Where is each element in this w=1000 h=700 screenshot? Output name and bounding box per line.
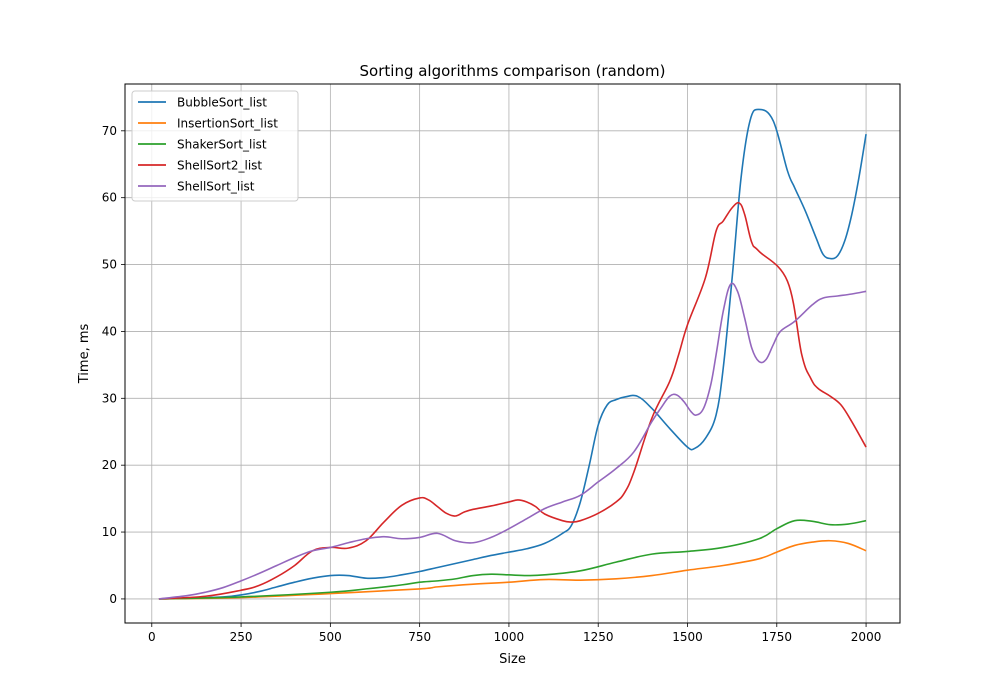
x-tick-label: 250 xyxy=(230,630,253,644)
x-tick-label: 1500 xyxy=(672,630,703,644)
x-axis-label: Size xyxy=(499,652,526,667)
legend-box xyxy=(131,90,299,202)
plot-frame xyxy=(124,83,901,624)
ticks: 0 250 500 750 1000 1250 1500 1750 2000 0 10 20 30 40 5… xyxy=(102,124,882,644)
x-tick-label: 1000 xyxy=(494,630,525,644)
legend-label-shellsort-list: ShellSort_list xyxy=(177,180,255,194)
x-tick-label: 0 xyxy=(148,630,156,644)
legend: BubbleSort_list InsertionSort_list ShakerS… xyxy=(131,90,299,202)
legend-label-shakersort-list: ShakerSort_list xyxy=(177,138,267,152)
series-line-shellsort2-list xyxy=(158,201,867,600)
legend-label-insertionsort-list: InsertionSort_list xyxy=(177,117,278,131)
series-line-shellsort-list xyxy=(158,282,867,600)
y-tick-label: 50 xyxy=(102,258,117,272)
y-axis-label: Time, ms xyxy=(77,324,92,385)
y-tick-label: 60 xyxy=(102,191,117,205)
x-tick-label: 2000 xyxy=(851,630,882,644)
legend-label-bubblesort-list: BubbleSort_list xyxy=(177,96,267,110)
series-line-insertionsort-list xyxy=(158,539,867,600)
y-tick-label: 0 xyxy=(109,592,117,606)
series-lines xyxy=(158,108,867,600)
y-tick-label: 10 xyxy=(102,525,117,539)
x-tick-label: 1750 xyxy=(762,630,793,644)
y-tick-label: 70 xyxy=(102,124,117,138)
y-tick-label: 20 xyxy=(102,458,117,472)
legend-label-shellsort2-list: ShellSort2_list xyxy=(177,159,262,173)
y-tick-label: 40 xyxy=(102,324,117,338)
x-tick-label: 750 xyxy=(408,630,431,644)
series-line-bubblesort-list xyxy=(158,108,867,600)
x-tick-label: 500 xyxy=(319,630,342,644)
series-line-shakersort-list xyxy=(158,519,867,600)
chart-title: Sorting algorithms comparison (random) xyxy=(360,62,666,80)
x-tick-label: 1250 xyxy=(583,630,614,644)
y-tick-label: 30 xyxy=(102,391,117,405)
